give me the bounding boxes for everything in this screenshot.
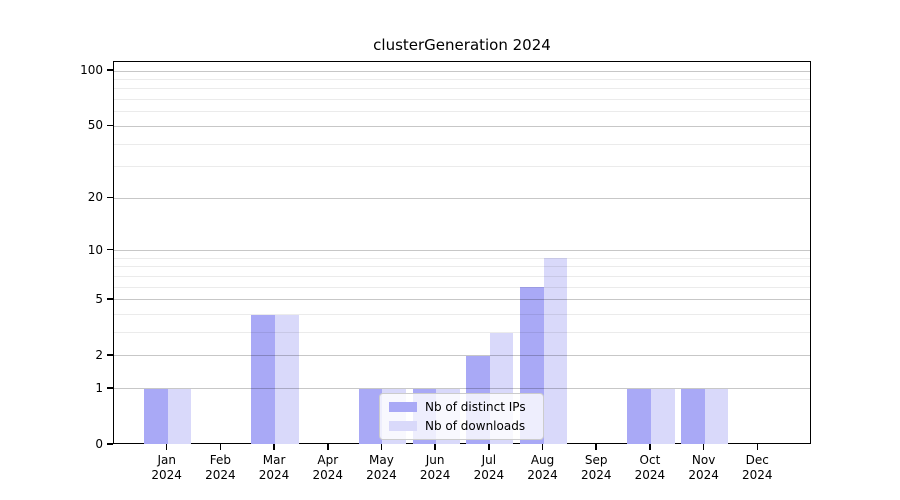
x-tick-label-Jun-2024: Jun 2024 bbox=[419, 453, 451, 482]
x-tick-label-May-2024: May 2024 bbox=[366, 453, 397, 482]
x-tick-label-Nov-2024: Nov 2024 bbox=[688, 453, 719, 482]
bar-distinct-ips-Jan-2024 bbox=[144, 388, 168, 444]
y-major-gridline-100 bbox=[114, 70, 810, 72]
x-tick-label-Sep-2024: Sep 2024 bbox=[580, 453, 612, 482]
legend: Nb of distinct IPs Nb of downloads bbox=[379, 393, 544, 440]
y-tick-mark-2 bbox=[107, 354, 113, 356]
x-tick-label-Dec-2024: Dec 2024 bbox=[742, 453, 773, 482]
bar-downloads-Nov-2024 bbox=[704, 388, 729, 444]
y-tick-label-50: 50 bbox=[87, 118, 103, 133]
y-major-gridline-5 bbox=[114, 299, 810, 301]
x-tick-mark-Feb-2024 bbox=[219, 444, 222, 450]
bar-downloads-Mar-2024 bbox=[275, 314, 299, 444]
plot-area: Nb of distinct IPs Nb of downloads bbox=[113, 61, 811, 444]
bar-downloads-Jan-2024 bbox=[167, 388, 192, 444]
y-major-gridline-1 bbox=[114, 388, 810, 390]
legend-item-distinct-ips: Nb of distinct IPs bbox=[389, 400, 535, 414]
y-minor-gridline-40 bbox=[114, 143, 810, 145]
y-minor-gridline-7 bbox=[114, 276, 810, 278]
y-tick-label-0: 0 bbox=[95, 437, 103, 451]
x-tick-label-Jul-2024: Jul 2024 bbox=[473, 453, 505, 482]
y-tick-label-10: 10 bbox=[87, 242, 103, 257]
y-minor-gridline-60 bbox=[114, 111, 810, 113]
x-tick-mark-Sep-2024 bbox=[595, 444, 597, 450]
x-tick-mark-May-2024 bbox=[380, 444, 383, 450]
x-tick-mark-Mar-2024 bbox=[273, 444, 275, 450]
x-tick-mark-Jul-2024 bbox=[488, 444, 490, 450]
y-tick-mark-1 bbox=[107, 387, 113, 389]
legend-label-distinct-ips: Nb of distinct IPs bbox=[425, 400, 526, 414]
legend-swatch-downloads bbox=[389, 421, 417, 431]
bar-distinct-ips-Nov-2024 bbox=[680, 388, 705, 444]
x-tick-label-Aug-2024: Aug 2024 bbox=[527, 453, 558, 482]
y-tick-mark-0 bbox=[107, 443, 113, 445]
y-tick-mark-5 bbox=[107, 298, 113, 300]
x-tick-mark-Jun-2024 bbox=[434, 444, 436, 450]
y-minor-gridline-6 bbox=[114, 286, 810, 288]
y-minor-gridline-9 bbox=[114, 257, 810, 259]
y-minor-gridline-70 bbox=[114, 99, 810, 101]
y-tick-label-100: 100 bbox=[80, 63, 103, 78]
y-tick-mark-20 bbox=[107, 196, 113, 199]
y-minor-gridline-3 bbox=[114, 332, 810, 334]
y-tick-label-20: 20 bbox=[87, 190, 103, 205]
x-tick-mark-Nov-2024 bbox=[702, 444, 705, 450]
x-tick-mark-Aug-2024 bbox=[541, 444, 544, 450]
x-tick-mark-Jan-2024 bbox=[165, 444, 168, 450]
y-minor-gridline-4 bbox=[114, 314, 810, 316]
y-minor-gridline-30 bbox=[114, 166, 810, 168]
bar-distinct-ips-Oct-2024 bbox=[627, 388, 651, 444]
bar-downloads-Aug-2024 bbox=[543, 258, 568, 444]
x-tick-mark-Apr-2024 bbox=[327, 444, 329, 450]
bar-downloads-Oct-2024 bbox=[650, 388, 675, 444]
y-tick-mark-100 bbox=[107, 69, 113, 71]
y-minor-gridline-80 bbox=[114, 88, 810, 90]
legend-label-downloads: Nb of downloads bbox=[425, 419, 526, 433]
x-tick-label-Jan-2024: Jan 2024 bbox=[151, 453, 182, 482]
y-tick-label-2: 2 bbox=[95, 347, 103, 362]
y-major-gridline-20 bbox=[114, 197, 810, 199]
x-tick-mark-Oct-2024 bbox=[649, 444, 651, 450]
y-major-gridline-10 bbox=[114, 250, 810, 252]
legend-item-downloads: Nb of downloads bbox=[389, 419, 535, 433]
y-tick-label-1: 1 bbox=[95, 380, 103, 395]
y-minor-gridline-8 bbox=[114, 266, 810, 268]
x-tick-label-Apr-2024: Apr 2024 bbox=[312, 453, 344, 482]
x-tick-label-Mar-2024: Mar 2024 bbox=[258, 453, 290, 482]
x-tick-label-Feb-2024: Feb 2024 bbox=[205, 453, 236, 482]
y-minor-gridline-90 bbox=[114, 79, 810, 81]
legend-swatch-distinct-ips bbox=[389, 402, 417, 412]
bar-distinct-ips-May-2024 bbox=[358, 388, 383, 444]
gridlines-layer bbox=[114, 62, 810, 443]
y-tick-label-5: 5 bbox=[95, 291, 103, 306]
x-tick-label-Oct-2024: Oct 2024 bbox=[634, 453, 666, 482]
chart-title: clusterGeneration 2024 bbox=[373, 36, 551, 54]
y-tick-mark-10 bbox=[107, 248, 113, 251]
y-major-gridline-50 bbox=[114, 125, 810, 127]
y-tick-mark-50 bbox=[107, 124, 113, 127]
y-major-gridline-2 bbox=[114, 355, 810, 357]
bar-distinct-ips-Mar-2024 bbox=[251, 314, 276, 444]
x-tick-mark-Dec-2024 bbox=[756, 444, 759, 450]
